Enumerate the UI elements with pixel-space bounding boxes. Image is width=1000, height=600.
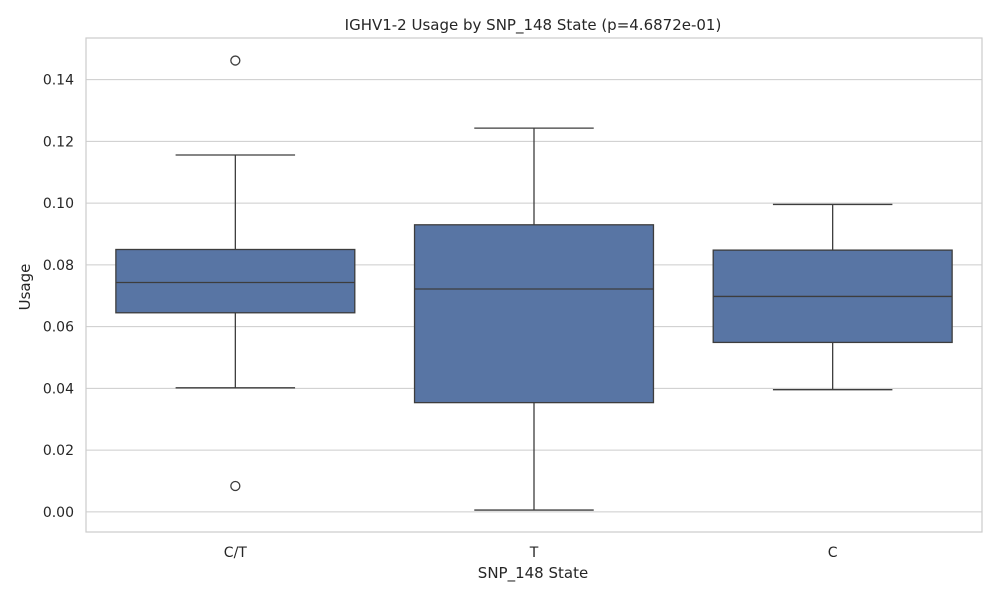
y-tick-label: 0.04 (43, 381, 74, 397)
outlier-point (230, 55, 241, 66)
y-tick-labels: 0.00 0.02 0.04 0.06 0.08 0.10 0.12 0.14 (43, 73, 74, 521)
box-group (115, 55, 356, 492)
iqr-box (413, 224, 655, 404)
box-group (712, 203, 953, 391)
y-tick-label: 0.10 (43, 196, 74, 212)
x-tick-labels: C/T T C (224, 545, 838, 561)
boxes (115, 55, 953, 511)
box-group (413, 127, 655, 511)
y-tick-label: 0.00 (43, 505, 74, 521)
x-tick-label: T (529, 545, 539, 561)
x-tick-label: C/T (224, 545, 247, 561)
y-tick-label: 0.14 (43, 73, 74, 89)
x-tick-label: C (828, 545, 838, 561)
y-axis-label: Usage (16, 264, 34, 311)
y-tick-label: 0.06 (43, 320, 74, 336)
y-tick-label: 0.12 (43, 134, 74, 150)
outlier-point (230, 480, 241, 492)
x-axis-label: SNP_148 State (478, 564, 588, 583)
iqr-box (115, 248, 356, 314)
chart-title: IGHV1-2 Usage by SNP_148 State (p=4.6872… (345, 16, 722, 35)
plot-frame (85, 37, 983, 533)
y-tick-label: 0.08 (43, 258, 74, 274)
y-tick-label: 0.02 (43, 443, 74, 459)
